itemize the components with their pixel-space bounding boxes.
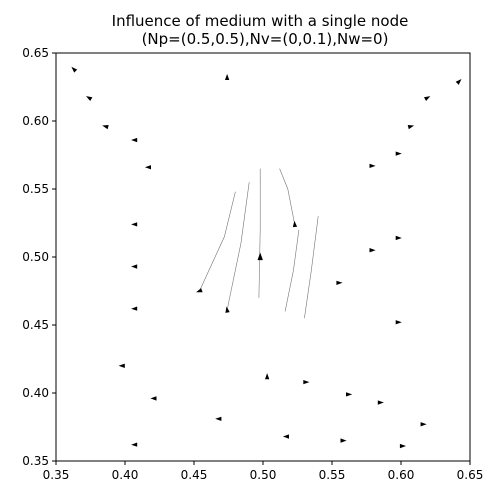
agent-marker — [399, 443, 406, 449]
agent-marker — [420, 422, 427, 427]
agent-marker — [340, 438, 347, 443]
agent-marker — [346, 392, 353, 397]
x-tick-label: 0.45 — [181, 468, 208, 482]
agent-trail — [279, 168, 295, 225]
agent-marker — [225, 306, 230, 313]
agents-layer — [71, 66, 462, 449]
agent-trail — [304, 216, 319, 319]
agent-marker — [395, 235, 402, 241]
agent-trail — [284, 229, 300, 312]
agent-marker — [282, 434, 289, 439]
node-marker — [257, 252, 263, 261]
agent-marker — [131, 264, 138, 269]
agent-marker — [369, 163, 376, 168]
agent-marker — [424, 96, 431, 101]
y-tick-label: 0.35 — [22, 454, 49, 468]
node-layer — [257, 252, 263, 261]
x-tick-label: 0.65 — [457, 468, 484, 482]
agent-marker — [71, 66, 78, 73]
agent-marker — [265, 373, 270, 380]
agent-marker — [118, 363, 125, 368]
agent-marker — [377, 400, 384, 405]
y-axis-ticks: 0.35 0.40 0.45 0.50 0.55 0.60 0.65 — [22, 46, 56, 468]
agent-marker — [225, 73, 230, 80]
y-tick-label: 0.50 — [22, 250, 49, 264]
agent-marker — [131, 442, 138, 447]
agent-marker — [131, 137, 138, 143]
agent-marker — [407, 125, 415, 130]
agent-marker — [196, 288, 203, 293]
agent-trail — [258, 168, 261, 298]
chart-title-line2: (Np=(0.5,0.5),Nv=(0,0.1),Nw=0) — [142, 30, 389, 48]
agent-marker — [102, 125, 109, 130]
x-tick-label: 0.40 — [112, 468, 139, 482]
agent-trail — [199, 191, 236, 292]
agent-marker — [86, 96, 93, 101]
plot-frame — [55, 52, 471, 462]
chart-title-line1: Influence of medium with a single node — [112, 12, 409, 30]
x-tick-label: 0.35 — [43, 468, 70, 482]
agent-marker — [395, 320, 402, 325]
agent-marker — [292, 220, 298, 228]
agent-marker — [303, 380, 310, 385]
x-tick-label: 0.55 — [319, 468, 346, 482]
agent-trail — [226, 182, 250, 311]
agent-marker — [131, 222, 138, 227]
agent-marker — [336, 280, 343, 285]
y-tick-label: 0.65 — [22, 46, 49, 60]
x-axis-ticks: 0.35 0.40 0.45 0.50 0.55 0.60 0.65 — [43, 461, 484, 482]
agent-marker — [144, 165, 151, 170]
agent-marker — [369, 248, 376, 253]
agent-marker — [395, 151, 402, 156]
y-tick-label: 0.40 — [22, 386, 49, 400]
agent-marker — [455, 79, 462, 85]
agent-marker — [150, 396, 157, 401]
trails-layer — [199, 168, 319, 319]
y-tick-label: 0.45 — [22, 318, 49, 332]
x-tick-label: 0.60 — [388, 468, 415, 482]
y-tick-label: 0.55 — [22, 182, 49, 196]
x-tick-label: 0.50 — [250, 468, 277, 482]
y-tick-label: 0.60 — [22, 114, 49, 128]
agent-marker — [215, 416, 222, 421]
agent-marker — [131, 306, 138, 311]
